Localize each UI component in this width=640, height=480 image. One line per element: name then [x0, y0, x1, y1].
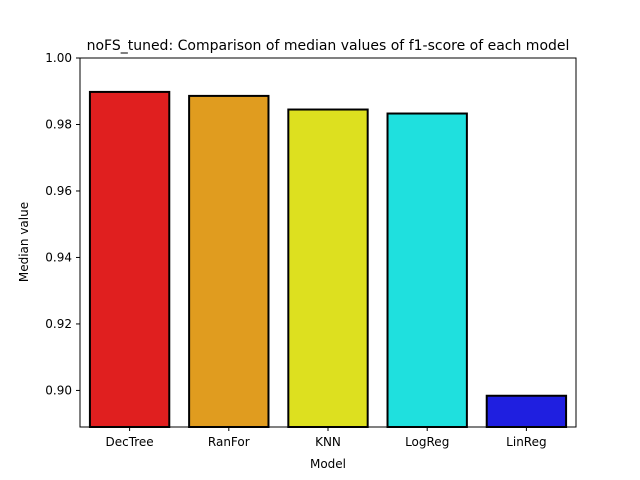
- bar-logreg: [386, 112, 468, 429]
- y-tick-label: 0.90: [45, 383, 72, 397]
- x-tick-label: DecTree: [105, 435, 153, 449]
- x-tick-label: LogReg: [405, 435, 449, 449]
- plot-frame: [79, 57, 577, 428]
- y-tick-label: 0.94: [45, 250, 72, 264]
- x-axis: DecTree RanFor KNN LogReg LinReg: [105, 427, 547, 449]
- bars-group: [88, 90, 568, 429]
- x-tick-label: LinReg: [506, 435, 546, 449]
- y-tick-label: 0.96: [45, 184, 72, 198]
- y-axis-label: Median value: [17, 202, 31, 282]
- y-tick-label: 0.98: [45, 117, 72, 131]
- bar-linreg: [485, 394, 568, 428]
- bar-ranfor: [188, 94, 270, 429]
- bar-knn: [287, 108, 369, 428]
- x-axis-label: Model: [310, 457, 346, 471]
- y-tick-label: 1.00: [45, 51, 72, 65]
- x-tick-label: RanFor: [208, 435, 250, 449]
- y-axis: 0.90 0.92 0.94 0.96 0.98 1.00: [45, 51, 80, 397]
- chart-title: noFS_tuned: Comparison of median values …: [87, 38, 570, 54]
- bar-dectree: [88, 90, 171, 428]
- x-tick-label: KNN: [315, 435, 341, 449]
- y-tick-label: 0.92: [45, 317, 72, 331]
